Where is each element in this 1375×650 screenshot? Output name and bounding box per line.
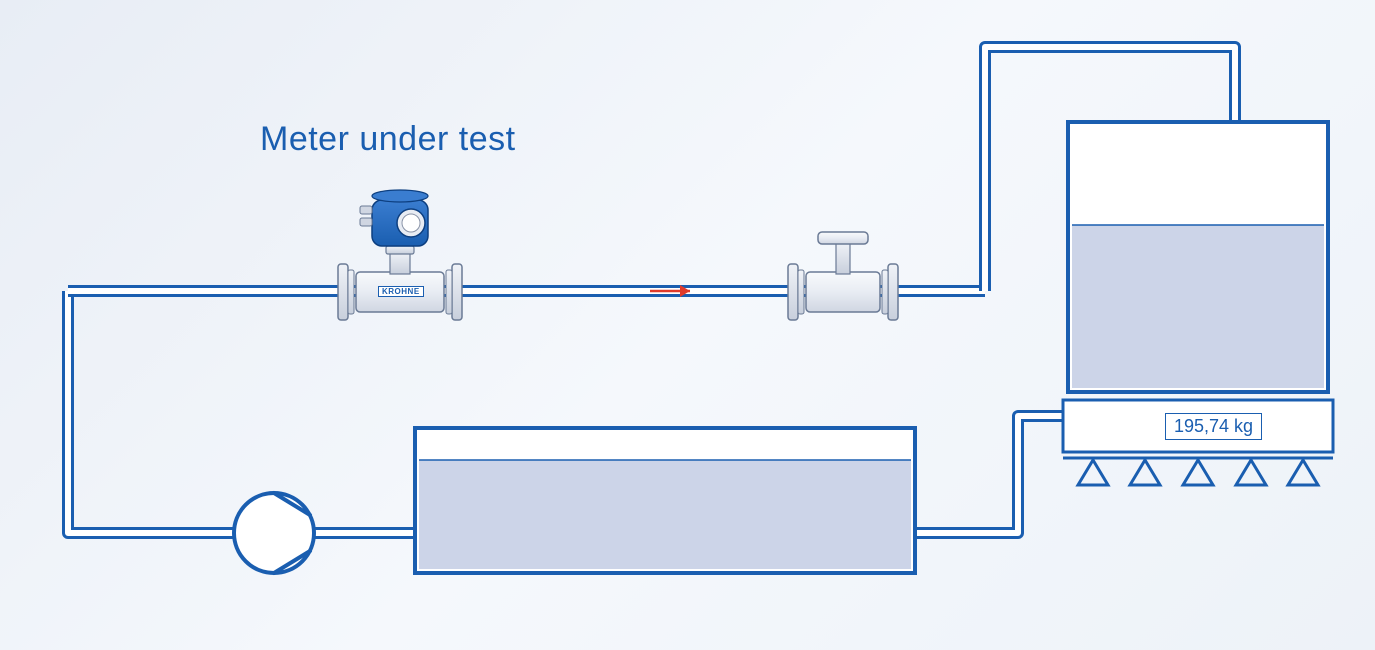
reservoir-tank [415,428,915,573]
weighing-tank [1068,122,1328,392]
scale-supports [1078,460,1318,485]
meter-brand-label: KROHNE [378,286,424,297]
diagram-title: Meter under test [260,120,516,159]
reference-meter [788,232,898,320]
meter-under-test [338,190,462,320]
scale-display: 195,74 kg [1165,413,1262,440]
transmitter-head [360,190,428,246]
flow-diagram [0,0,1375,650]
pump [234,493,314,573]
